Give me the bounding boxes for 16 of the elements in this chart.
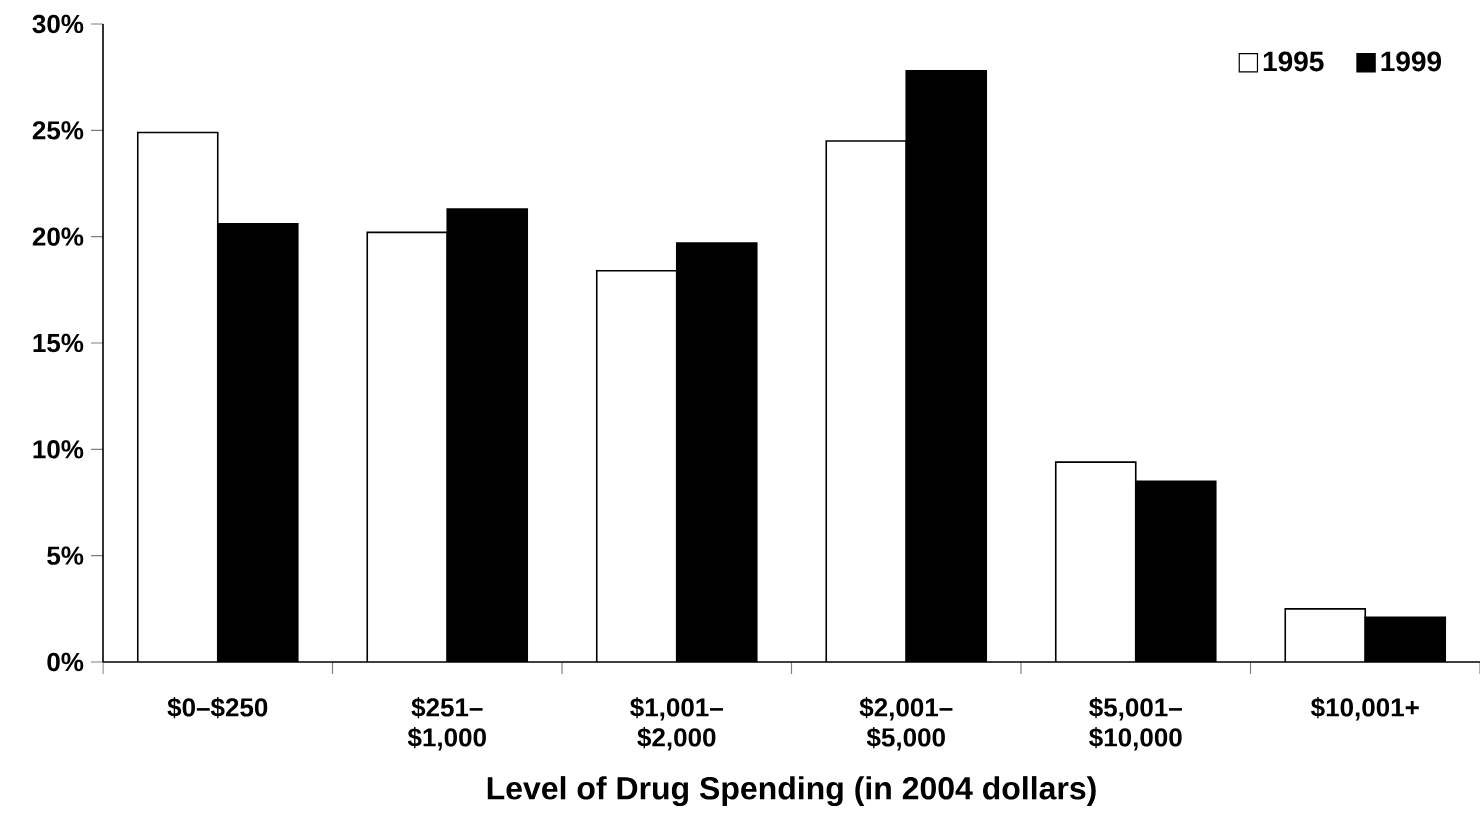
x-tick-label: $0–$250 <box>167 697 268 719</box>
x-axis-title: Level of Drug Spending (in 2004 dollars) <box>487 776 1096 807</box>
y-tick-label: 20% <box>32 227 84 246</box>
legend-label: 1995 <box>1263 51 1324 72</box>
x-tick-label: $2,001– $5,000 <box>859 697 953 751</box>
y-tick-label: 0% <box>47 652 84 672</box>
legend-label: 1999 <box>1381 51 1442 72</box>
x-tick-label: $5,001– $10,000 <box>1089 697 1182 751</box>
x-tick-label: $10,001+ <box>1311 697 1419 721</box>
x-tick-label: $1,001– $2,000 <box>630 697 723 751</box>
y-tick-label: 15% <box>33 333 84 353</box>
y-tick-label: 30% <box>32 14 84 34</box>
y-tick-label: 5% <box>47 546 84 565</box>
y-tick-label: 10% <box>33 440 84 459</box>
x-tick-label: $251– $1,000 <box>407 697 486 751</box>
y-tick-label: 25% <box>32 121 84 140</box>
